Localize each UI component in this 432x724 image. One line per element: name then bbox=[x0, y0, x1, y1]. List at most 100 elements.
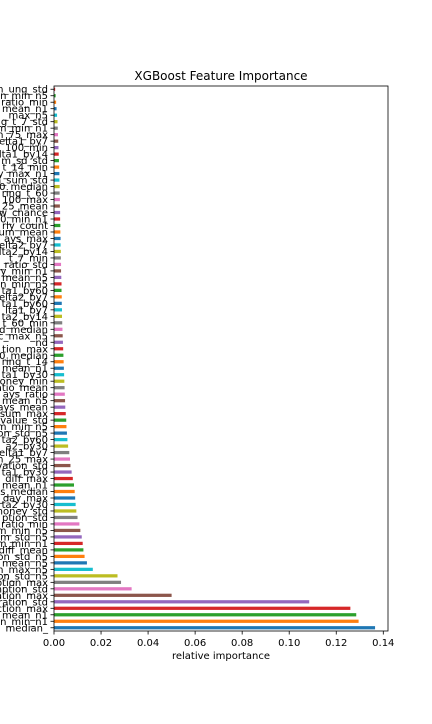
bar bbox=[54, 243, 61, 247]
y-tick-label: ring_t_60 bbox=[2, 189, 48, 200]
bars-layer bbox=[54, 87, 376, 630]
y-tick-label: ays_max bbox=[4, 234, 48, 245]
y-tick-label: d_median bbox=[0, 325, 48, 336]
y-tick-label: a2_by30 bbox=[6, 442, 48, 453]
bar bbox=[54, 567, 93, 571]
x-tick-label: 0.10 bbox=[278, 638, 300, 649]
y-tick-label: 0_median bbox=[0, 182, 48, 193]
bar bbox=[54, 476, 73, 481]
bar bbox=[54, 275, 62, 280]
y-tick-label: 0_min_n1 bbox=[0, 215, 48, 226]
y-tick-label: atio_mean bbox=[0, 383, 48, 394]
y-tick-label: _ration_std bbox=[0, 597, 48, 608]
bar bbox=[54, 379, 65, 383]
bar bbox=[54, 139, 59, 143]
y-tick-label: diff_max bbox=[5, 474, 48, 485]
y-tick-label: delta1_by7 bbox=[0, 137, 48, 148]
y-tick-label: nd bbox=[35, 338, 48, 349]
bar bbox=[54, 509, 77, 513]
bar bbox=[54, 146, 59, 150]
x-axis: 0.00 0.02 0.04 0.06 0.08 0.10 0.12 0.14 bbox=[43, 631, 394, 649]
bar bbox=[54, 197, 60, 202]
y-tick-label: mean_n5 bbox=[2, 558, 48, 569]
bar bbox=[54, 217, 61, 221]
bar bbox=[54, 444, 69, 448]
y-tick-label: mean_n1 bbox=[2, 481, 48, 492]
bar bbox=[54, 606, 351, 610]
y-tick-label: on_std_n5 bbox=[0, 429, 48, 440]
bar bbox=[54, 554, 85, 559]
x-tick-label: 0.12 bbox=[325, 638, 347, 649]
bar bbox=[54, 535, 82, 539]
y-tick-label: ta1_by30 bbox=[2, 468, 48, 479]
y-tick-label: y_max_n1 bbox=[0, 169, 48, 180]
y-tick-label: ratio_min bbox=[1, 98, 48, 109]
y-tick-label: _ratio_std bbox=[0, 260, 48, 271]
bar bbox=[54, 619, 359, 623]
bar bbox=[54, 204, 60, 208]
y-tick-label: lta1_by14 bbox=[0, 150, 48, 161]
y-tick-label: m_min_n1 bbox=[0, 539, 48, 550]
bar bbox=[54, 457, 70, 461]
y-tick-label: tion_std_n5 bbox=[0, 571, 48, 582]
y-tick-label: s_median bbox=[0, 487, 48, 498]
y-tick-labels: median_n_min_n1mean_n1ction_max_ration_s… bbox=[0, 85, 54, 634]
plot-frame bbox=[53, 85, 389, 632]
bar bbox=[54, 548, 84, 552]
bar bbox=[54, 126, 58, 130]
bar bbox=[54, 399, 66, 403]
bar bbox=[54, 366, 64, 370]
y-tick-label: n_max_n5 bbox=[0, 565, 48, 576]
y-tick-label: y_min_n1 bbox=[1, 266, 48, 277]
y-tick-label: n_ung_std bbox=[0, 85, 48, 96]
y-tick-label: m_min_n5 bbox=[0, 526, 48, 537]
bar bbox=[54, 256, 61, 260]
bar bbox=[54, 178, 60, 182]
bar bbox=[54, 165, 60, 169]
bar bbox=[54, 496, 76, 500]
bar bbox=[54, 223, 61, 228]
y-tick-label: mption_std bbox=[0, 584, 48, 595]
y-tick-label: mean_n1 bbox=[2, 610, 48, 621]
y-tick-label: lta1_by7 bbox=[5, 305, 48, 316]
y-tick-label: ction_max bbox=[0, 604, 48, 615]
bar bbox=[54, 321, 63, 325]
bar bbox=[54, 171, 60, 176]
y-tick-label: 100_min bbox=[5, 143, 48, 154]
y-tick-label: n_25_mean bbox=[0, 202, 48, 213]
y-tick-label: mean_n5 bbox=[2, 273, 48, 284]
bar bbox=[54, 249, 61, 254]
x-tick-label: 0.04 bbox=[137, 638, 159, 649]
y-tick-label: ays_ratio bbox=[3, 390, 48, 401]
y-tick-label: rly_count bbox=[2, 221, 48, 232]
y-tick-label: g_t_7_std bbox=[1, 117, 48, 128]
bar bbox=[54, 282, 62, 286]
bar bbox=[54, 502, 76, 507]
bar bbox=[54, 133, 58, 137]
bar bbox=[54, 314, 62, 318]
y-tick-label: c_max_n5 bbox=[0, 331, 48, 342]
y-tick-label: delta2_by7 bbox=[0, 292, 48, 303]
bar bbox=[54, 405, 66, 409]
bar bbox=[54, 113, 58, 117]
y-tick-label: median_ bbox=[6, 623, 49, 634]
x-tick-label: 0.00 bbox=[43, 638, 65, 649]
bar bbox=[54, 437, 68, 442]
y-tick-label: mean_n5 bbox=[2, 396, 48, 407]
y-tick-label: mean_n1 bbox=[2, 364, 48, 375]
bar bbox=[54, 334, 63, 338]
bar bbox=[54, 386, 65, 390]
y-tick-label: ta2_by30 bbox=[2, 500, 48, 511]
x-tick-label: 0.06 bbox=[184, 638, 206, 649]
bar bbox=[54, 489, 75, 494]
bar bbox=[54, 94, 56, 98]
bar bbox=[54, 561, 87, 565]
y-tick-label: w_chance bbox=[0, 208, 48, 219]
bar bbox=[54, 613, 357, 617]
y-tick-label: mean_n1 bbox=[2, 104, 48, 115]
y-tick-label: n_75_max bbox=[0, 130, 48, 141]
y-tick-label: t_14_min bbox=[2, 163, 48, 174]
y-tick-label: ratio_min bbox=[1, 519, 48, 530]
y-tick-label: _day_max bbox=[0, 493, 48, 504]
